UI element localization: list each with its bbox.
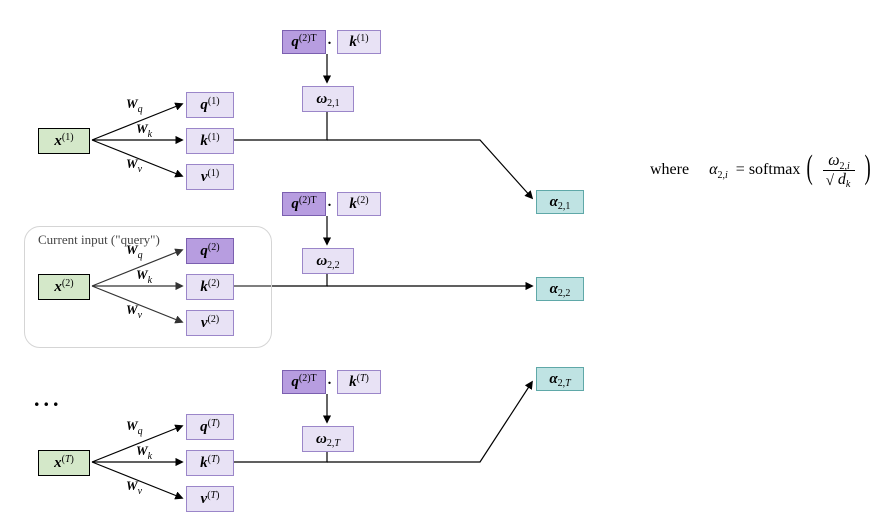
- q2T-dotT: q(2)T: [282, 370, 326, 394]
- dot-op-1: .: [327, 27, 332, 50]
- k2-box: k(2): [186, 274, 234, 300]
- alpha-21-box: α2,1: [536, 190, 584, 214]
- v1-box: v(1): [186, 164, 234, 190]
- dot-op-2: .: [327, 189, 332, 212]
- wk-label-2: Wk: [136, 267, 152, 283]
- v2-box: v(2): [186, 310, 234, 336]
- k1-box: k(1): [186, 128, 234, 154]
- k1-dot1: k(1): [337, 30, 381, 54]
- dot-op-T: .: [327, 367, 332, 390]
- x1-box: x(1): [38, 128, 90, 154]
- q1-box: q(1): [186, 92, 234, 118]
- omega-2T-box: ω2,T: [302, 426, 354, 452]
- k2-dot2: k(2): [337, 192, 381, 216]
- alpha-2T-box: α2,T: [536, 367, 584, 391]
- omega-21-box: ω2,1: [302, 86, 354, 112]
- alpha-22-box: α2,2: [536, 277, 584, 301]
- softmax-formula: where α2,i = softmax ( ω2,i √dk ): [650, 145, 874, 188]
- wv-label-1: Wv: [126, 156, 142, 172]
- qT-box: q(T): [186, 414, 234, 440]
- wq-label-2: Wq: [126, 242, 143, 258]
- q2-box: q(2): [186, 238, 234, 264]
- wk-label-T: Wk: [136, 443, 152, 459]
- q2T-dot2: q(2)T: [282, 192, 326, 216]
- wq-label-T: Wq: [126, 418, 143, 434]
- wv-label-2: Wv: [126, 302, 142, 318]
- xT-box: x(T): [38, 450, 90, 476]
- wq-label-1: Wq: [126, 96, 143, 112]
- kT-dotT: k(T): [337, 370, 381, 394]
- kT-box: k(T): [186, 450, 234, 476]
- x2-box: x(2): [38, 274, 90, 300]
- omega-22-box: ω2,2: [302, 248, 354, 274]
- vT-box: v(T): [186, 486, 234, 512]
- wk-label-1: Wk: [136, 121, 152, 137]
- wv-label-T: Wv: [126, 478, 142, 494]
- ellipsis: ...: [34, 386, 63, 412]
- q2T-dot1: q(2)T: [282, 30, 326, 54]
